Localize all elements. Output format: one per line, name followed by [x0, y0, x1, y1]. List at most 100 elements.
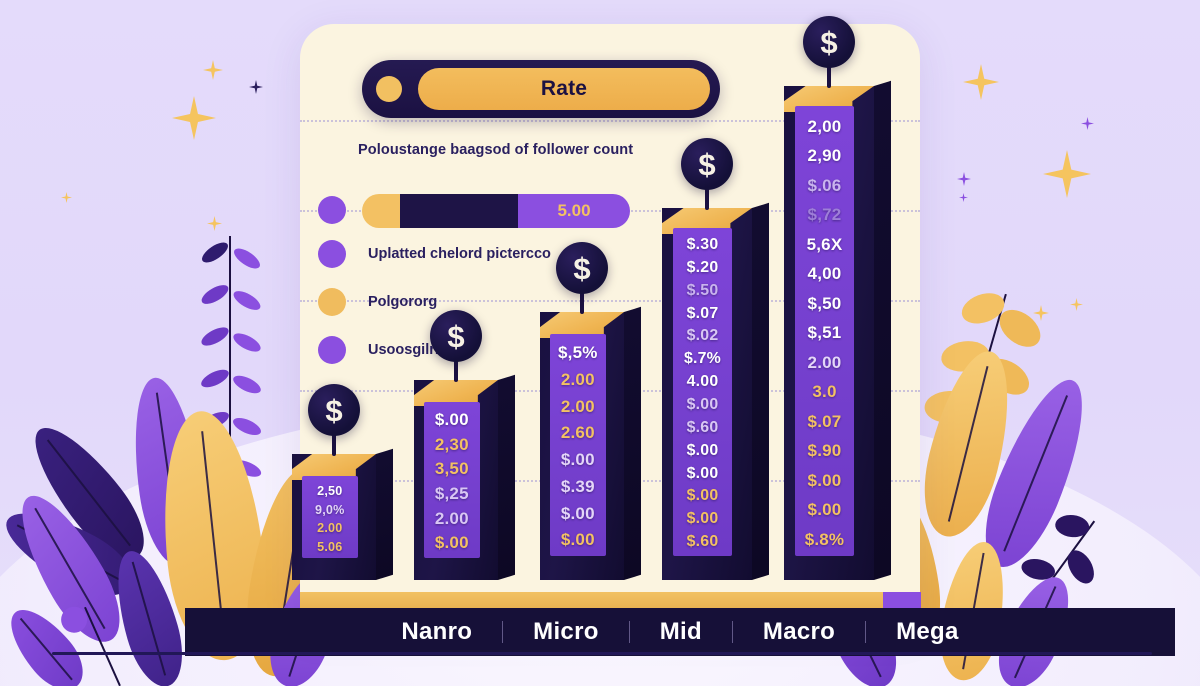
bar-value-label: $.00: [560, 530, 595, 550]
bar-nano[interactable]: 2,509,0%2.005.06 Nano: [292, 448, 393, 613]
bar-value-label: $.00: [434, 410, 469, 429]
bar-value-label: $.07: [807, 411, 842, 431]
axis-strip-end: [883, 592, 921, 608]
sparkle-icon: [61, 192, 72, 203]
bar-value-label: $.00: [686, 441, 719, 459]
dollar-icon: $: [308, 384, 360, 436]
pin-stick: [580, 292, 584, 314]
value-slider[interactable]: 5.00: [362, 194, 630, 228]
bar-value-label: $.02: [686, 327, 719, 345]
bar-value-label: $.00: [560, 450, 595, 469]
legend-label: Uplatted chelord pictercco: [368, 246, 551, 262]
bar-side: [498, 374, 515, 580]
sparkle-icon: [207, 216, 222, 231]
bar-value-label: $.00: [434, 533, 469, 553]
bar-mega[interactable]: 2,00 2,90 $.06 $,72 5,6X 4,00 $,50 $,51 2.00 3.0 $…: [784, 80, 891, 613]
bar-value-label: 5.06: [317, 539, 343, 554]
axis-tick-mega[interactable]: Mega: [896, 618, 959, 645]
bar-value-label: $.8%: [804, 529, 845, 549]
bar-micro[interactable]: $.002,303,50$,252.00$.00 Micro: [414, 374, 515, 613]
dollar-icon: $: [681, 138, 733, 190]
sparkle-icon: [957, 172, 971, 186]
sparkle-icon: [1043, 150, 1091, 198]
bar-value-label: 4,00: [807, 264, 842, 284]
sparkle-icon: [1070, 298, 1083, 311]
coin-pin-macro: $: [662, 134, 752, 210]
gridline: [300, 120, 920, 122]
bar-value-label: 4.00: [686, 373, 719, 391]
sparkle-icon: [172, 96, 216, 140]
sparkle-icon: [249, 80, 263, 94]
search-toolbar[interactable]: Rate: [362, 60, 720, 118]
bar-value-label: $,50: [807, 293, 842, 313]
coin-pin-mid: $: [540, 238, 624, 314]
legend-label: Polgororg: [368, 294, 438, 310]
bar-value-label: 2.00: [807, 352, 842, 372]
bar-value-label: 2,50: [317, 484, 343, 498]
bar-value-label: $.60: [686, 533, 719, 551]
legend-swatch: [318, 196, 346, 224]
bar-value-labels: $,5% 2.00 2.00 2.60 $.00 $.39 $.00 $.00: [550, 334, 606, 556]
pin-stick: [827, 66, 831, 88]
bar-value-labels: 2,00 2,90 $.06 $,72 5,6X 4,00 $,50 $,51 2.00 3.0 $…: [794, 106, 855, 556]
bar-value-label: 3.0: [812, 382, 837, 402]
bar-mid[interactable]: $,5%2.002.002.60$.00$.39$.00$.00 Ril: [540, 306, 641, 613]
foliage-left: [0, 206, 350, 686]
legend-swatch: [318, 288, 346, 316]
dollar-icon: $: [556, 242, 608, 294]
bar-value-label: $.00: [686, 487, 719, 505]
slider-track-fill: [400, 194, 518, 228]
bar-value-label: $.00: [560, 503, 595, 523]
search-input[interactable]: Rate: [418, 68, 710, 110]
axis-tick-macro[interactable]: Macro: [762, 618, 836, 645]
axis-tick-nano[interactable]: Nanro: [401, 618, 473, 645]
pin-stick: [454, 360, 458, 382]
axis-tick-bar: Nanro Micro Mid Macro Mega: [185, 608, 1175, 656]
bar-value-label: 2.00: [317, 521, 343, 535]
legend-item-1[interactable]: Polgororg: [318, 288, 437, 316]
sparkle-icon: [1081, 117, 1094, 130]
dollar-icon: $: [430, 310, 482, 362]
axis-tick-micro[interactable]: Micro: [533, 618, 599, 645]
coin-pin-mega: $: [784, 12, 874, 88]
dollar-icon: $: [803, 16, 855, 68]
bar-macro[interactable]: $.30 $.20 $.50 $.07 $.02 $.7% 4.00 $.00 $.60 $.00…: [662, 202, 769, 613]
bar-value-label: 9,0%: [315, 502, 345, 517]
bar-value-label: $,25: [434, 484, 469, 504]
legend-swatch: [318, 240, 346, 268]
bar-value-label: 5,6X: [806, 234, 843, 254]
bar-value-labels: 2,50 9,0% 2.00 5.06: [302, 476, 358, 558]
axis-separator: [628, 621, 630, 643]
slider-track-start: [362, 194, 400, 228]
bar-value-label: $.60: [686, 418, 719, 436]
axis-tick-mid[interactable]: Mid: [659, 618, 702, 645]
bar-value-label: $.07: [686, 304, 719, 322]
axis-separator: [865, 621, 867, 643]
bar-side: [874, 80, 891, 580]
coin-pin-micro: $: [414, 306, 498, 382]
status-dot-icon: [376, 76, 402, 102]
axis-separator: [731, 621, 733, 643]
coin-pin-nano: $: [292, 380, 376, 456]
bar-side: [624, 306, 641, 580]
pin-stick: [705, 188, 709, 210]
bar-value-label: $.50: [686, 281, 719, 299]
bar-value-label: 2,00: [807, 117, 842, 136]
bar-value-label: $.00: [686, 396, 719, 414]
bar-value-label: 2.00: [560, 396, 595, 416]
bar-value-label: 2.00: [560, 369, 595, 389]
pin-stick: [332, 434, 336, 456]
sparkle-icon: [959, 193, 968, 202]
legend-item-0[interactable]: Uplatted chelord pictercco: [318, 240, 551, 268]
bar-value-label: $.90: [807, 441, 842, 461]
bar-value-label: $.20: [686, 258, 719, 276]
bar-side: [752, 202, 769, 580]
bar-value-label: $.7%: [683, 350, 721, 368]
bar-value-label: $.00: [686, 510, 719, 528]
bar-value-label: $.30: [686, 236, 719, 253]
bar-value-label: 2,90: [807, 146, 842, 166]
bar-value-labels: $.30 $.20 $.50 $.07 $.02 $.7% 4.00 $.00 $.60 $.00…: [672, 228, 733, 556]
axis-baseline: [52, 652, 1152, 655]
legend-item-slider: [318, 196, 346, 224]
